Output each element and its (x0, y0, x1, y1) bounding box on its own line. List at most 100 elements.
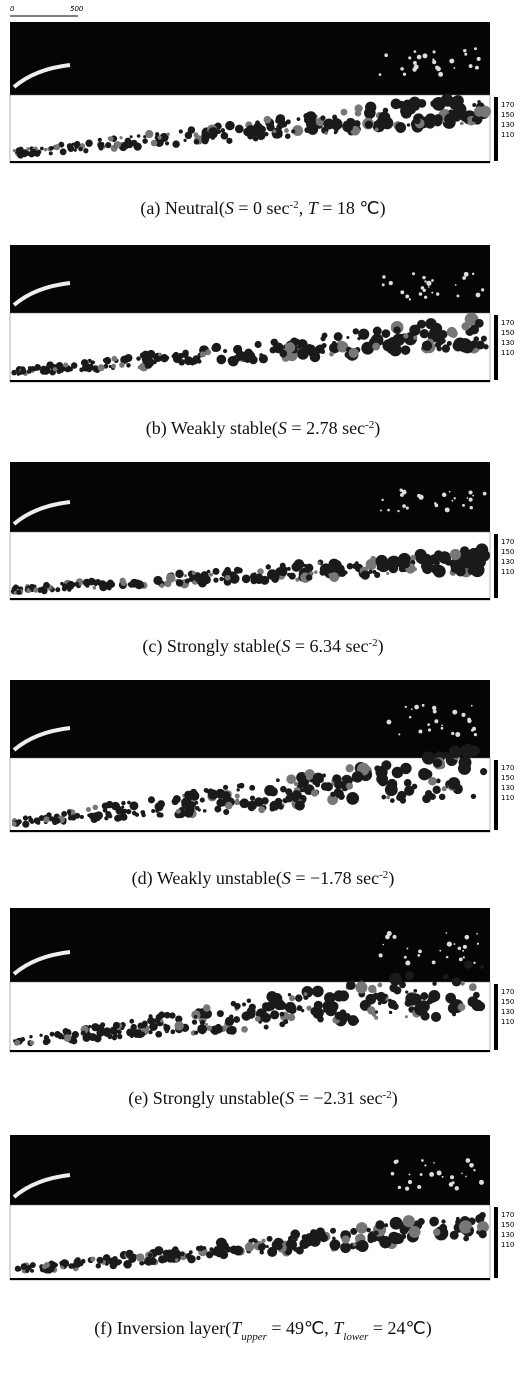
speck (473, 732, 478, 737)
blob (82, 578, 91, 587)
colorbar-label: 110 (501, 131, 514, 139)
speck (471, 272, 475, 276)
blob (121, 800, 126, 806)
blob (279, 1021, 286, 1028)
blob (264, 784, 276, 797)
blob (399, 981, 406, 989)
blob (55, 587, 61, 593)
blob (148, 1029, 153, 1035)
blob (453, 1234, 458, 1239)
blob (163, 1024, 171, 1032)
blob (258, 806, 266, 814)
blob (199, 351, 206, 358)
blob (260, 126, 265, 131)
blob (393, 986, 402, 995)
caption-part: (b) Weakly stable( (146, 418, 278, 439)
scale-end: 500 (70, 5, 84, 13)
blob (403, 333, 409, 339)
blob (441, 344, 451, 353)
caption: (c) Strongly stable(S = 6.34 sec-2) (142, 636, 383, 657)
blob (74, 144, 79, 150)
speck (408, 1173, 411, 1176)
blob (355, 1222, 368, 1234)
blob (328, 573, 333, 578)
blob (216, 354, 227, 365)
blob (447, 1002, 459, 1014)
speck (462, 944, 467, 949)
blob (334, 780, 344, 790)
blob (297, 562, 303, 568)
blob (187, 1254, 196, 1264)
blob (400, 345, 411, 355)
blob (12, 148, 17, 153)
caption-part: ) (388, 868, 394, 889)
blob (92, 585, 97, 590)
blob (122, 808, 128, 814)
blob (39, 815, 45, 821)
blob (393, 780, 397, 785)
speck (427, 286, 430, 288)
blob (259, 1250, 264, 1255)
blob (341, 1230, 346, 1236)
blob (259, 353, 263, 357)
colorbar (494, 984, 498, 1050)
blob (406, 123, 411, 127)
blob (44, 1038, 51, 1045)
caption-part: = 2.78 sec (287, 418, 365, 438)
speck (472, 726, 477, 731)
blob (400, 105, 411, 117)
blob (200, 571, 209, 580)
caption-part: = −2.31 sec (294, 1088, 382, 1108)
plume-streak (12, 281, 71, 307)
blob (39, 367, 48, 375)
blob (355, 1018, 360, 1023)
speck (435, 292, 440, 296)
blob (305, 774, 312, 781)
blob (239, 798, 250, 809)
blob (304, 1233, 315, 1243)
blob (308, 128, 314, 134)
speck (451, 731, 455, 736)
blob (166, 132, 170, 136)
speck (407, 1179, 413, 1185)
blob (123, 1260, 132, 1269)
blob (269, 805, 276, 812)
blob (224, 574, 231, 581)
speck (400, 67, 404, 71)
speck (454, 1186, 459, 1191)
blob (267, 1246, 278, 1257)
blob (284, 133, 291, 139)
blob (111, 1259, 117, 1265)
blob (434, 341, 442, 348)
blob (97, 137, 102, 142)
blob (470, 1227, 474, 1232)
blob (95, 1263, 101, 1269)
blob (224, 1016, 235, 1026)
blob (216, 1239, 223, 1247)
speck (408, 298, 412, 301)
blob (248, 1003, 256, 1011)
blob (480, 768, 488, 776)
blob (34, 150, 41, 157)
blob (175, 579, 184, 587)
speck (408, 56, 412, 60)
blob (457, 1003, 466, 1011)
caption: (e) Strongly unstable(S = −2.31 sec-2) (128, 1088, 397, 1109)
blob (11, 369, 17, 376)
blob (280, 785, 287, 793)
blob (473, 106, 485, 117)
blob (234, 793, 240, 799)
blob (376, 558, 391, 573)
caption-part: S (285, 1088, 294, 1108)
blob (417, 1218, 425, 1226)
speck (418, 949, 422, 954)
blob (265, 564, 271, 570)
blob (274, 797, 283, 806)
blob (365, 101, 377, 113)
blob (469, 324, 480, 335)
blob (128, 1254, 137, 1263)
blob (320, 115, 326, 121)
speck (476, 942, 480, 945)
blob (418, 767, 431, 781)
blob (443, 973, 449, 980)
